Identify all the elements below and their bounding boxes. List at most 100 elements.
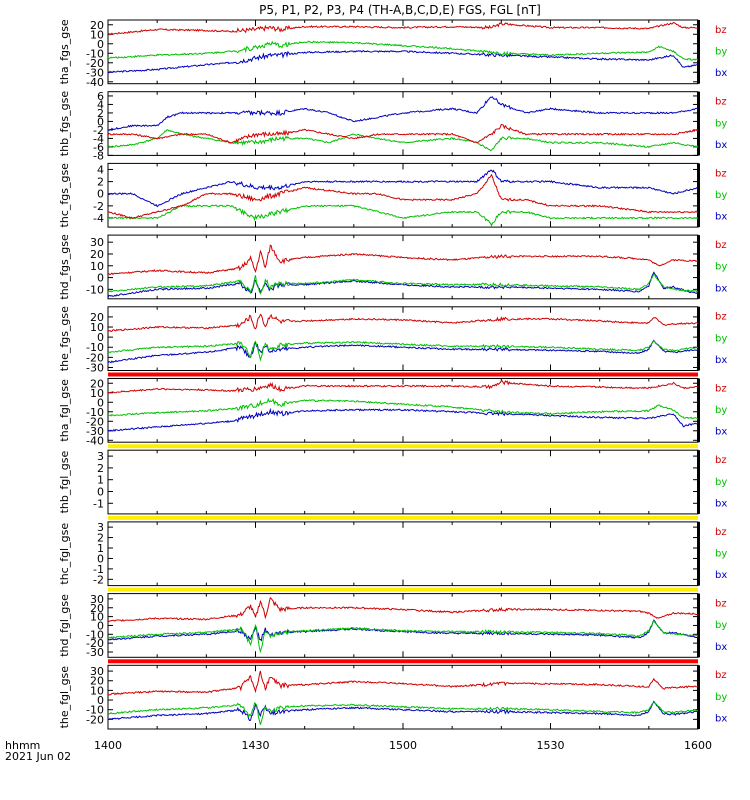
legend-label-bx: bx [715,642,727,653]
availability-strip [697,450,700,514]
y-axis-label: thb_fgl_gse [58,450,71,513]
series-line-bx [108,96,698,131]
y-tick-label: 2 [97,532,104,545]
y-tick-label: 0 [97,331,104,344]
y-tick-label: 30 [90,593,104,606]
separator-band [108,659,698,664]
legend-label-by: by [715,190,727,201]
availability-strip [697,378,700,443]
legend-label-bx: bx [715,68,727,79]
series-line-by [108,204,698,227]
y-tick-label: -10 [86,628,104,641]
y-tick-label: -10 [86,283,104,296]
series-line-bx [108,49,698,74]
separator-band [108,515,698,520]
y-axis-label: thb_fgs_gse [58,91,71,157]
y-tick-label: 20 [90,602,104,615]
y-tick-label: -40 [86,76,104,89]
y-tick-label: 0 [97,485,104,498]
y-tick-label: -20 [86,637,104,650]
y-tick-label: 10 [90,387,104,400]
y-tick-label: -20 [86,713,104,726]
y-tick-label: 20 [90,248,104,261]
y-tick-label: -40 [86,434,104,447]
series-line-bz [108,244,698,276]
y-tick-label: 0 [97,694,104,707]
legend-label-bz: bz [715,455,727,466]
availability-strip [697,235,700,299]
y-tick-label: 2 [97,107,104,120]
series-line-bz [108,670,698,696]
availability-strip [697,91,700,156]
x-tick-label: 1600 [684,739,712,752]
y-tick-label: -2 [93,124,104,137]
legend-label-by: by [715,262,727,273]
y-tick-label: 20 [90,311,104,324]
y-tick-label: -1 [93,563,104,576]
series-line-bx [108,619,698,642]
y-tick-label: 1 [97,542,104,555]
legend-label-bz: bz [715,670,727,681]
y-tick-label: 0 [97,115,104,128]
y-tick-label: 0 [97,552,104,565]
availability-strip [697,306,700,371]
y-tick-label: 20 [90,19,104,32]
y-tick-label: -2 [93,573,104,586]
x-axis-format-label: hhmm [5,739,40,752]
y-tick-label: -8 [93,149,104,162]
series-line-bz [108,380,698,394]
availability-strip [697,20,700,84]
y-tick-label: -10 [86,47,104,60]
legend-label-by: by [715,118,727,129]
y-tick-label: 0 [97,38,104,51]
series-line-by [108,40,698,61]
y-axis-label: thd_fgs_gse [58,234,71,300]
separator-band [108,587,698,592]
y-tick-label: -1 [93,497,104,510]
series-line-by [108,701,698,725]
x-tick-label: 1530 [537,739,565,752]
y-axis-label: thc_fgs_gse [58,163,71,228]
series-line-by [108,397,698,420]
y-tick-label: 2 [97,462,104,475]
legend-label-bx: bx [715,212,727,223]
y-tick-label: -20 [86,57,104,70]
y-tick-label: 0 [97,619,104,632]
y-tick-label: -10 [86,406,104,419]
series-line-bx [108,700,698,722]
y-axis-label: tha_fgs_gse [58,19,71,84]
separator-band [108,444,698,449]
y-tick-label: 10 [90,611,104,624]
legend-label-bz: bz [715,599,727,610]
legend-label-bz: bz [715,383,727,394]
x-axis: 1400 1430 1500 1530 1600 [94,739,712,752]
y-tick-label: 0 [97,188,104,201]
y-tick-label: -30 [86,425,104,438]
y-tick-label: -20 [86,351,104,364]
legend-label-bx: bx [715,355,727,366]
legend-label-by: by [715,692,727,703]
y-tick-label: 10 [90,321,104,334]
y-tick-label: 4 [97,163,104,176]
y-tick-label: 2 [97,176,104,189]
legend-label-bx: bx [715,427,727,438]
y-tick-label: -4 [93,132,104,145]
y-tick-label: 0 [97,396,104,409]
series-line-by [108,619,698,654]
y-tick-label: 1 [97,474,104,487]
series-line-bz [108,123,698,144]
series-line-by [108,129,698,152]
y-tick-label: 30 [90,236,104,249]
legend-label-by: by [715,47,727,58]
y-tick-label: -30 [86,361,104,374]
series-line-by [108,340,698,362]
series-line-bz [108,596,698,622]
y-tick-label: -6 [93,141,104,154]
